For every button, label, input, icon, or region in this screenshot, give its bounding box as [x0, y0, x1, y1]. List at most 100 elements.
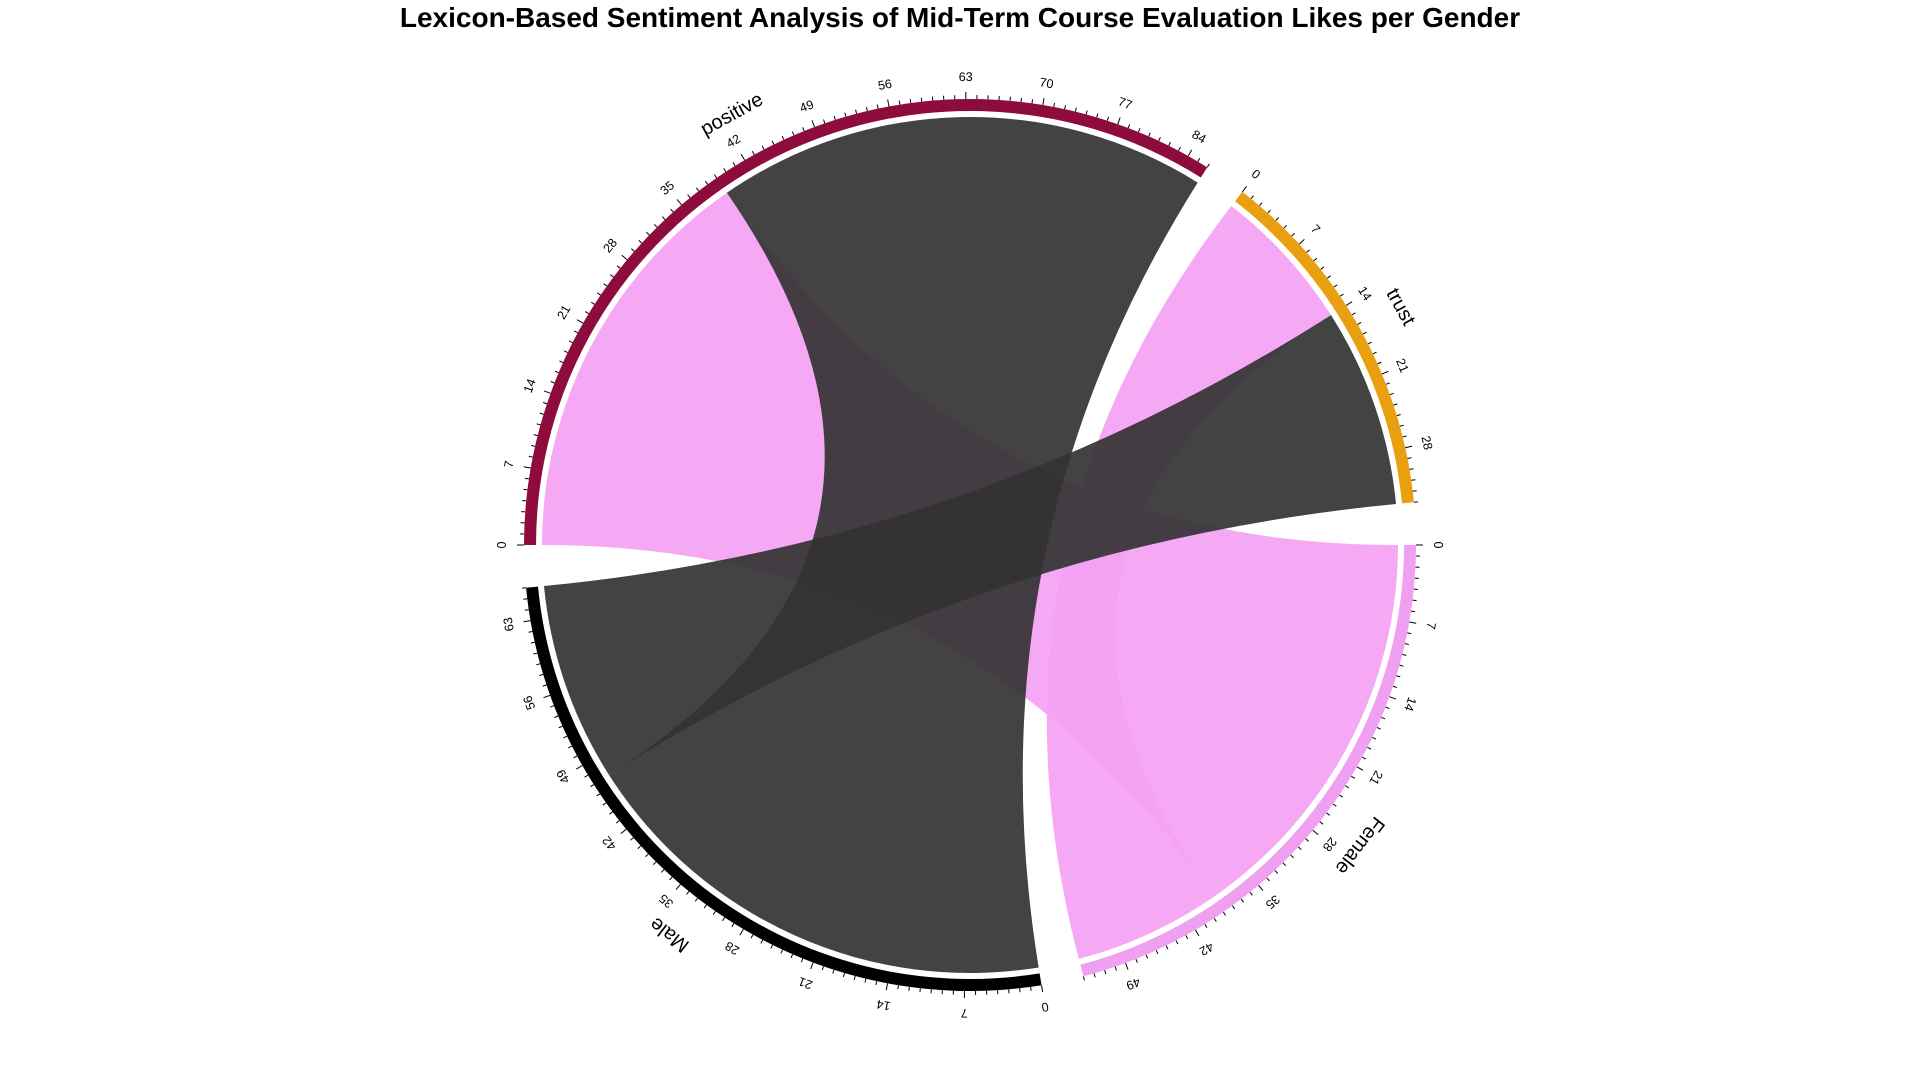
tick-minor — [802, 127, 805, 132]
tick-minor — [542, 684, 547, 687]
tick-minor — [751, 150, 755, 155]
tick-minor — [550, 705, 555, 708]
tick-major — [1258, 884, 1264, 891]
tick-minor — [1165, 945, 1169, 950]
tick-minor — [712, 910, 716, 915]
tick-label-positive-49: 49 — [798, 97, 816, 115]
tick-label-male-7: 7 — [961, 1006, 968, 1020]
tick-minor — [554, 370, 559, 374]
tick-major — [1381, 370, 1389, 375]
tick-minor — [1259, 202, 1263, 207]
tick-minor — [1267, 209, 1271, 214]
tick-major — [885, 983, 889, 991]
tick-label-positive-35: 35 — [658, 178, 678, 198]
tick-minor — [1082, 976, 1085, 981]
tick-label-male-63: 63 — [501, 616, 517, 632]
tick-minor — [1367, 341, 1372, 345]
tick-minor — [1093, 973, 1096, 978]
tick-major — [543, 390, 551, 394]
tick-minor — [661, 216, 666, 220]
tick-minor — [615, 820, 620, 824]
tick-minor — [1392, 685, 1397, 688]
tick-minor — [563, 735, 568, 739]
tick-minor — [1064, 105, 1066, 110]
tick-minor — [1138, 128, 1141, 133]
tick-minor — [1351, 775, 1355, 779]
tick-minor — [536, 423, 541, 426]
tick-minor — [1357, 321, 1362, 325]
tick-minor — [539, 673, 544, 677]
tick-minor — [1313, 257, 1318, 262]
tick-minor — [637, 845, 642, 849]
tick-major — [810, 962, 814, 970]
tick-minor — [645, 853, 649, 858]
chart-title: Lexicon-Based Sentiment Analysis of Mid-… — [399, 2, 1521, 33]
tick-minor — [568, 340, 573, 344]
tick-minor — [821, 966, 825, 971]
links-layer — [542, 116, 1398, 973]
tick-label-positive-14: 14 — [521, 377, 539, 395]
tick-minor — [750, 934, 754, 939]
tick-minor — [853, 975, 856, 980]
sector-track-positive — [524, 98, 1208, 545]
tick-minor — [1114, 966, 1117, 971]
tick-minor — [823, 119, 826, 124]
tick-minor — [780, 949, 784, 954]
tick-major — [1117, 117, 1121, 125]
tick-minor — [1377, 361, 1382, 365]
tick-minor — [723, 168, 727, 173]
tick-major — [676, 199, 682, 206]
tick-minor — [1376, 726, 1381, 730]
tick-minor — [602, 802, 607, 806]
tick-minor — [531, 444, 536, 447]
tick-label-male-21: 21 — [796, 974, 814, 992]
tick-minor — [1396, 675, 1401, 678]
tick-minor — [1389, 392, 1394, 396]
tick-minor — [554, 715, 559, 718]
tick-minor — [722, 917, 726, 922]
tick-minor — [908, 986, 910, 991]
tick-minor — [646, 231, 650, 236]
tick-minor — [1240, 898, 1245, 903]
tick-label-male-0: 0 — [1040, 999, 1049, 1014]
tick-label-male-28: 28 — [723, 939, 742, 958]
tick-minor — [833, 115, 836, 120]
tick-minor — [1362, 756, 1367, 760]
tick-label-trust-14: 14 — [1355, 284, 1374, 303]
tick-minor — [1148, 132, 1151, 137]
tick-minor — [898, 100, 901, 105]
tick-minor — [1178, 146, 1181, 151]
tick-minor — [1396, 413, 1401, 417]
tick-minor — [1333, 284, 1338, 288]
tick-minor — [1135, 958, 1138, 963]
tick-major — [1312, 829, 1319, 836]
tick-minor — [558, 725, 563, 729]
tick-minor — [573, 330, 578, 334]
tick-minor — [1367, 746, 1372, 750]
tick-major — [1409, 621, 1417, 624]
tick-major — [523, 466, 531, 469]
tick-minor — [800, 958, 804, 963]
tick-minor — [876, 104, 879, 109]
tick-minor — [703, 904, 707, 909]
tick-major — [811, 120, 815, 128]
tick-minor — [1306, 249, 1310, 253]
tick-major — [675, 883, 681, 890]
tick-minor — [539, 412, 544, 415]
tick-minor — [530, 641, 535, 644]
tick-label-trust-7: 7 — [1308, 222, 1323, 237]
tick-minor — [609, 811, 613, 815]
tick-minor — [1399, 424, 1404, 427]
tick-label-female-7: 7 — [1423, 621, 1438, 630]
tick-minor — [653, 223, 658, 228]
tick-minor — [1320, 266, 1325, 270]
tick-minor — [660, 869, 665, 873]
tick-minor — [1274, 870, 1279, 874]
tick-major — [523, 620, 531, 623]
tick-minor — [563, 350, 568, 354]
tick-minor — [524, 609, 529, 611]
tick-major — [543, 694, 551, 699]
tick-minor — [844, 112, 847, 117]
